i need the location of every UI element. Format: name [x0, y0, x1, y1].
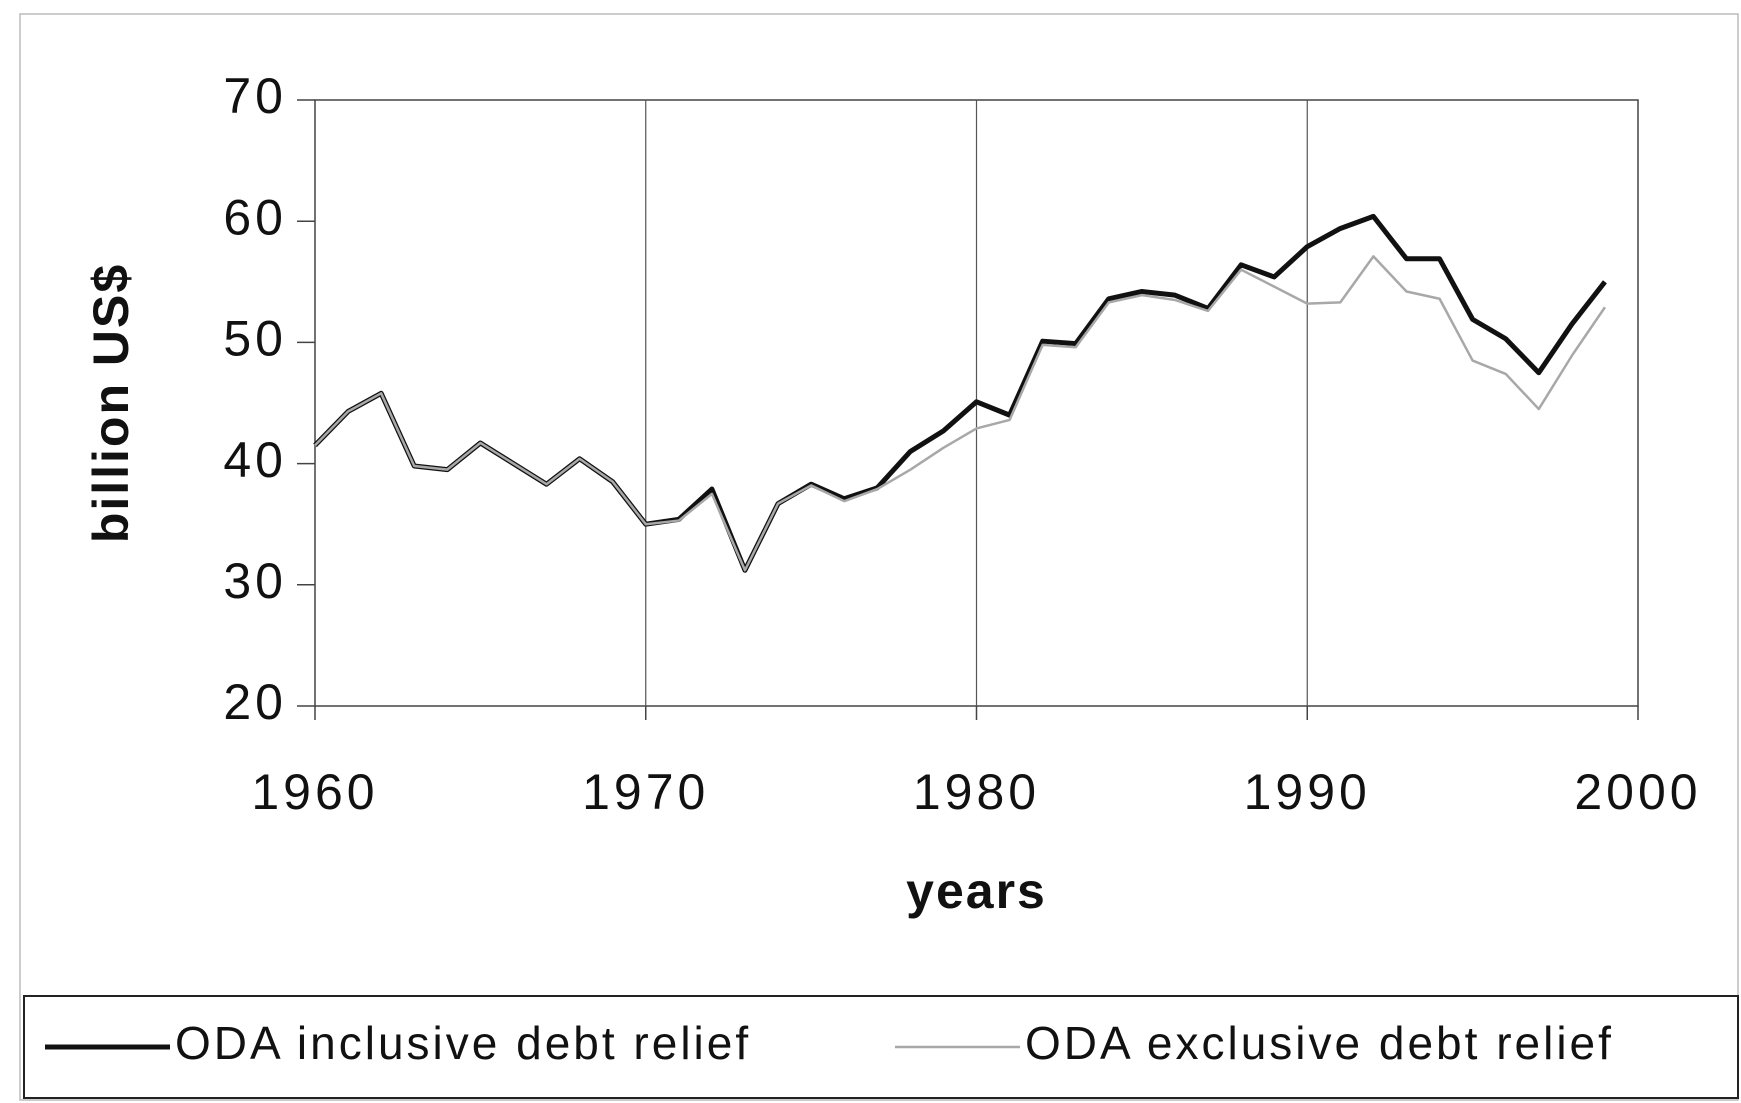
- y-tick-label: 60: [223, 189, 287, 245]
- x-axis-label: years: [906, 863, 1047, 919]
- legend-label: ODA inclusive debt relief: [175, 1017, 751, 1069]
- y-tick-label: 70: [223, 68, 287, 124]
- y-axis-label: billion US$: [83, 263, 139, 543]
- y-tick-label: 20: [223, 674, 287, 730]
- x-tick-label: 1970: [582, 764, 709, 820]
- y-tick-label: 40: [223, 432, 287, 488]
- x-tick-label: 2000: [1574, 764, 1701, 820]
- x-tick-label: 1980: [913, 764, 1040, 820]
- y-tick-label: 50: [223, 311, 287, 367]
- data-line: [314, 255, 1606, 572]
- legend-label: ODA exclusive debt relief: [1025, 1017, 1614, 1069]
- data-line: [313, 213, 1607, 573]
- legend-box: [23, 995, 1739, 1099]
- y-tick-label: 30: [223, 553, 287, 609]
- x-tick-label: 1990: [1244, 764, 1371, 820]
- x-tick-label: 1960: [251, 764, 378, 820]
- chart-border: [19, 13, 1739, 1101]
